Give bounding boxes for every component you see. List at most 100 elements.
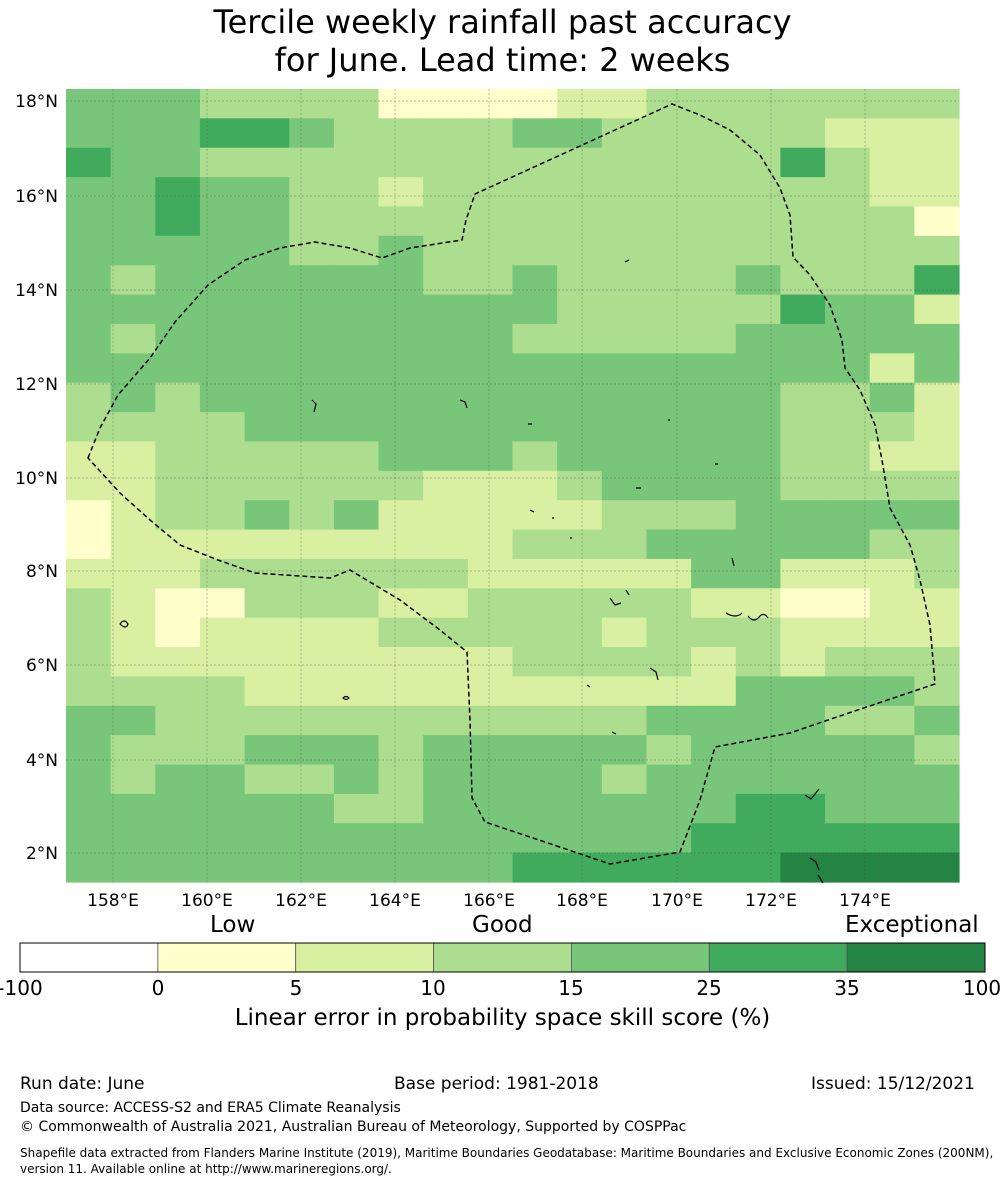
- skill-cell: [914, 617, 960, 648]
- skill-cell: [512, 735, 558, 766]
- skill-cell: [601, 588, 648, 619]
- skill-cell: [378, 206, 424, 237]
- skill-cell: [378, 382, 424, 413]
- skill-cell: [601, 206, 648, 237]
- skill-cell: [735, 323, 781, 354]
- skill-cell: [244, 588, 290, 619]
- skill-cell: [378, 764, 424, 795]
- map-title-line1: Tercile weekly rainfall past accuracy: [213, 3, 792, 41]
- skill-cell: [467, 823, 514, 854]
- skill-cell: [244, 177, 290, 208]
- skill-cell: [601, 235, 648, 266]
- skill-cell: [780, 676, 826, 707]
- run-date: Run date: June: [20, 1074, 145, 1094]
- skill-cell: [155, 118, 201, 149]
- skill-cell: [735, 89, 781, 119]
- skill-cell: [244, 118, 290, 149]
- skill-cell: [110, 470, 156, 501]
- skill-cell: [512, 89, 558, 119]
- skill-cell: [244, 617, 290, 648]
- skill-cell: [646, 294, 692, 325]
- skill-cell: [378, 647, 424, 678]
- skill-cell: [378, 735, 424, 766]
- skill-cell: [423, 235, 469, 266]
- skill-cell: [735, 265, 781, 296]
- skill-cell: [378, 823, 424, 854]
- skill-cell: [66, 558, 112, 589]
- skill-cell: [423, 647, 469, 678]
- skill-cell: [378, 294, 424, 325]
- skill-cell: [289, 323, 335, 354]
- skill-cell: [378, 118, 424, 149]
- skill-cell: [333, 823, 380, 854]
- skill-cell: [110, 705, 156, 736]
- skill-cell: [467, 235, 514, 266]
- skill-cell: [289, 852, 335, 883]
- skill-cell: [914, 294, 960, 325]
- skill-cell: [735, 588, 781, 619]
- skill-cell: [110, 852, 156, 883]
- colorbar-tick: 100: [962, 976, 1002, 1000]
- colorbar-tick: 10: [420, 976, 446, 1000]
- skill-cell: [557, 294, 603, 325]
- skill-cell: [467, 558, 514, 589]
- skill-cell: [333, 735, 380, 766]
- skill-cell: [601, 558, 648, 589]
- skill-cell: [110, 441, 156, 472]
- skill-cell: [646, 558, 692, 589]
- longitude-label: 172°E: [745, 891, 797, 911]
- skill-cell: [691, 647, 737, 678]
- skill-cell: [155, 558, 201, 589]
- latitude-label: 14°N: [15, 281, 58, 301]
- skill-cell: [110, 206, 156, 237]
- skill-cell: [199, 558, 246, 589]
- skill-cell: [869, 353, 915, 384]
- skill-cell: [467, 617, 514, 648]
- skill-cell: [601, 705, 648, 736]
- skill-cell: [512, 588, 558, 619]
- skill-cell: [825, 294, 871, 325]
- skill-cell: [691, 177, 737, 208]
- skill-cell: [289, 558, 335, 589]
- skill-cell: [289, 89, 335, 119]
- skill-cell: [199, 265, 246, 296]
- skill-cell: [646, 676, 692, 707]
- skill-cell: [66, 382, 112, 413]
- skill-cell: [646, 529, 692, 560]
- skill-cell: [646, 206, 692, 237]
- skill-cell: [378, 529, 424, 560]
- skill-cell: [512, 323, 558, 354]
- skill-cell: [691, 558, 737, 589]
- skill-cell: [199, 617, 246, 648]
- skill-cell: [333, 500, 380, 531]
- skill-cell: [780, 588, 826, 619]
- skill-cell: [780, 529, 826, 560]
- skill-cell: [289, 177, 335, 208]
- skill-cell: [691, 206, 737, 237]
- skill-cell: [467, 177, 514, 208]
- skill-cell: [244, 529, 290, 560]
- skill-cell: [155, 177, 201, 208]
- skill-cell: [66, 177, 112, 208]
- skill-cell: [66, 412, 112, 443]
- latitude-label: 12°N: [15, 375, 58, 395]
- skill-cell: [66, 647, 112, 678]
- skill-cell: [780, 558, 826, 589]
- skill-cell: [601, 500, 648, 531]
- colorbar-category-good: Good: [472, 912, 533, 938]
- skill-cell: [110, 89, 156, 119]
- colorbar-category-exceptional: Exceptional: [845, 912, 979, 938]
- skill-cell: [601, 89, 648, 119]
- skill-cell: [691, 823, 737, 854]
- skill-cell: [423, 529, 469, 560]
- skill-cell: [333, 206, 380, 237]
- skill-cell: [869, 147, 915, 178]
- skill-cell: [66, 529, 112, 560]
- skill-cell: [289, 265, 335, 296]
- longitude-label: 166°E: [463, 891, 515, 911]
- skill-cell: [557, 118, 603, 149]
- skill-cell: [646, 588, 692, 619]
- colorbar-tick: 0: [151, 976, 165, 1000]
- skill-cell: [467, 265, 514, 296]
